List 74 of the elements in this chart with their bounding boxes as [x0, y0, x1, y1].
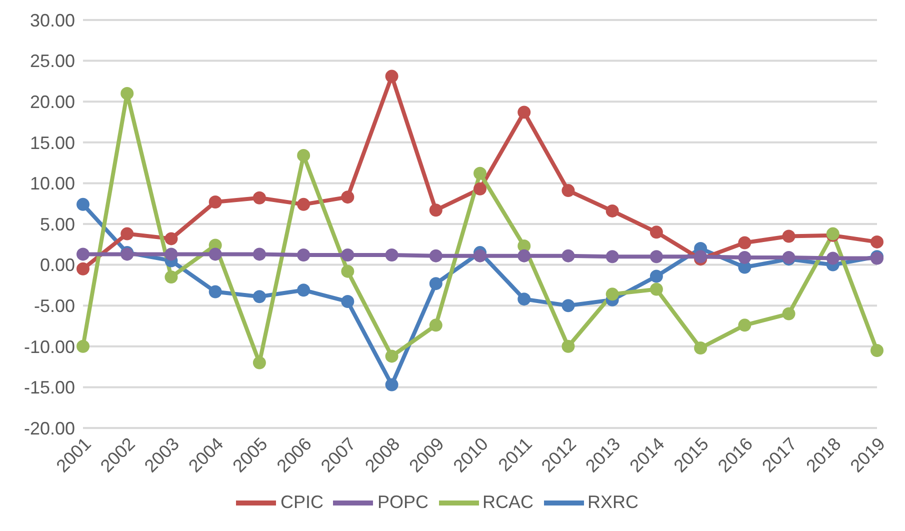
point	[76, 340, 90, 353]
point	[518, 106, 531, 119]
point	[826, 252, 840, 265]
point	[782, 307, 796, 320]
y-tick-label: 5.00	[40, 214, 75, 234]
y-tick-label: 0.00	[40, 255, 75, 276]
point	[474, 182, 486, 196]
legend-label: POPC	[377, 492, 428, 512]
point	[606, 288, 619, 301]
point	[208, 195, 222, 208]
point	[341, 248, 354, 262]
point	[429, 204, 442, 217]
point	[252, 356, 266, 370]
y-tick-label: 25.00	[30, 51, 75, 72]
point	[474, 166, 486, 180]
point	[694, 342, 708, 355]
point	[341, 295, 354, 308]
point	[252, 290, 266, 304]
y-tick-label: 30.00	[30, 10, 75, 30]
point	[782, 230, 796, 243]
point	[76, 262, 90, 276]
point	[562, 249, 575, 262]
point	[738, 236, 752, 250]
point	[252, 248, 266, 261]
legend-label: CPIC	[280, 492, 324, 512]
point	[341, 264, 354, 278]
point	[870, 344, 884, 357]
point	[650, 270, 663, 283]
point	[385, 350, 398, 363]
point	[120, 86, 134, 100]
y-tick-label: -5.00	[34, 296, 75, 316]
point	[297, 198, 310, 211]
legend-label: RXRC	[588, 492, 639, 512]
point	[518, 292, 531, 306]
point	[429, 318, 442, 332]
point	[650, 226, 663, 239]
y-tick-label: 15.00	[30, 132, 75, 153]
point	[208, 248, 222, 261]
y-tick-label: -15.00	[24, 378, 75, 398]
point	[650, 282, 663, 296]
point	[385, 70, 398, 83]
point	[650, 250, 663, 264]
y-tick-label: 10.00	[30, 174, 75, 194]
point	[738, 318, 752, 332]
point	[738, 250, 752, 264]
point	[297, 148, 310, 162]
point	[694, 250, 708, 264]
point	[562, 184, 575, 198]
point	[429, 277, 442, 290]
point	[562, 299, 575, 312]
point	[120, 227, 134, 240]
y-tick-label: -10.00	[24, 336, 75, 357]
point	[385, 248, 398, 262]
point	[208, 285, 222, 298]
point	[164, 248, 178, 261]
point	[385, 378, 398, 392]
y-tick-label: 20.00	[30, 92, 75, 112]
point	[297, 248, 310, 262]
point	[870, 235, 884, 248]
y-tick-label: -20.00	[24, 418, 75, 438]
point	[606, 204, 619, 218]
point	[76, 248, 90, 261]
point	[429, 249, 442, 262]
point	[341, 190, 354, 204]
point	[562, 340, 575, 353]
point	[474, 249, 486, 262]
point	[606, 250, 619, 264]
point	[76, 198, 90, 211]
point	[164, 232, 178, 246]
point	[252, 191, 266, 204]
point	[164, 270, 178, 284]
legend-label: RCAC	[482, 492, 534, 512]
point	[518, 249, 531, 262]
point	[297, 284, 310, 297]
